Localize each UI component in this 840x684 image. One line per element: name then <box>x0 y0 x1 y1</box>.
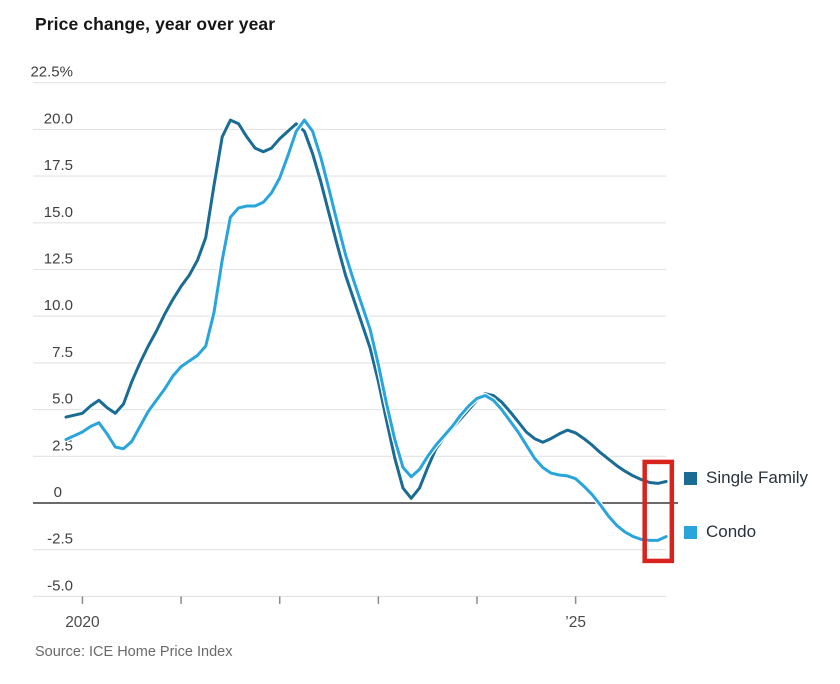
y-tick-label: 20.0 <box>44 110 73 127</box>
y-tick-label: 0 <box>54 484 62 501</box>
single-family-label: Single Family <box>706 468 809 487</box>
single-family-line <box>64 118 668 500</box>
y-tick-label: -2.5 <box>47 531 73 548</box>
highlight-rect <box>642 459 675 564</box>
chart-title: Price change, year over year <box>35 14 276 34</box>
condo-swatch <box>684 525 697 539</box>
y-tick-label: 15.0 <box>44 204 73 221</box>
condo-line <box>64 118 668 542</box>
y-tick-label: 22.5% <box>30 64 73 81</box>
y-tick-label: 12.5 <box>44 251 73 268</box>
source-credit: Source: ICE Home Price Index <box>35 644 233 660</box>
condo-label: Condo <box>706 522 757 541</box>
y-tick-label: -5.0 <box>47 577 73 594</box>
y-tick-label: 5.0 <box>52 391 73 408</box>
single-family-swatch <box>684 471 697 485</box>
y-tick-label: 7.5 <box>52 344 73 361</box>
x-tick-label: ’25 <box>565 614 586 631</box>
y-tick-label: 10.0 <box>44 297 73 314</box>
legend-item-condo: Condo <box>684 522 756 542</box>
legend-item-single-family: Single Family <box>684 468 808 488</box>
y-tick-label: 17.5 <box>44 157 73 174</box>
x-tick-label: 2020 <box>65 614 100 631</box>
